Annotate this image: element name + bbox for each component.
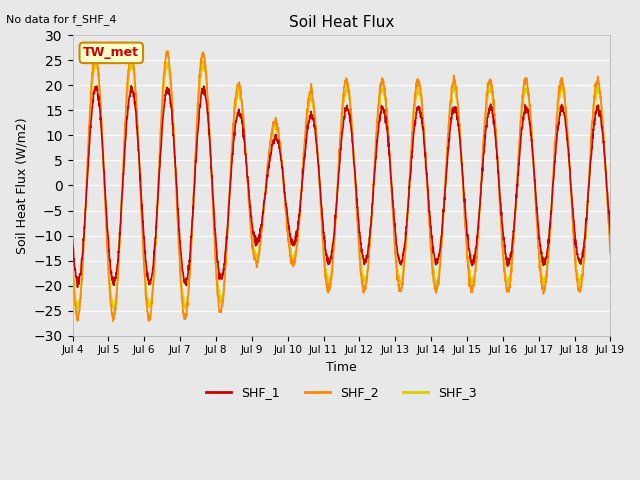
Y-axis label: Soil Heat Flux (W/m2): Soil Heat Flux (W/m2) [15, 117, 28, 254]
Text: No data for f_SHF_4: No data for f_SHF_4 [6, 14, 117, 25]
Text: TW_met: TW_met [83, 47, 140, 60]
Legend: SHF_1, SHF_2, SHF_3: SHF_1, SHF_2, SHF_3 [201, 382, 482, 405]
Title: Soil Heat Flux: Soil Heat Flux [289, 15, 394, 30]
X-axis label: Time: Time [326, 361, 357, 374]
